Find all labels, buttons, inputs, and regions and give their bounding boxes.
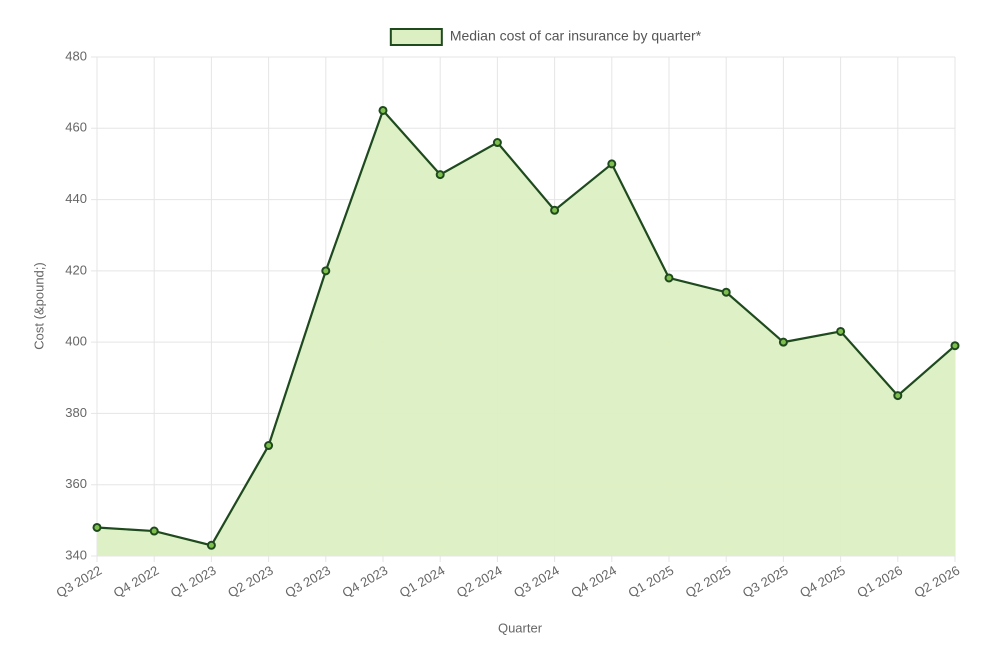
legend-swatch (389, 28, 443, 46)
x-tick-label: Q3 2024 (511, 563, 562, 601)
point (721, 287, 731, 297)
x-tick-label: Q2 2024 (454, 563, 505, 601)
x-tick-label: Q1 2025 (626, 563, 677, 601)
y-tick-label: 340 (65, 547, 87, 562)
x-tick-label: Q3 2023 (282, 563, 333, 601)
point (492, 138, 502, 148)
point (92, 522, 102, 532)
point (435, 170, 445, 180)
y-tick-label: 400 (65, 334, 87, 349)
legend: Median cost of car insurance by quarter* (389, 28, 702, 46)
y-axis-label: Cost (&pound;) (31, 262, 46, 349)
point (836, 326, 846, 336)
point (149, 526, 159, 536)
y-tick-label: 420 (65, 262, 87, 277)
legend-label: Median cost of car insurance by quarter* (450, 28, 702, 44)
x-tick-label: Q3 2022 (54, 563, 105, 601)
point (264, 441, 274, 451)
point (607, 159, 617, 169)
point (321, 266, 331, 276)
area (97, 110, 955, 556)
point (206, 540, 216, 550)
x-tick-label: Q4 2022 (111, 563, 162, 601)
point (778, 337, 788, 347)
point (550, 205, 560, 215)
x-tick-label: Q1 2023 (168, 563, 219, 601)
x-tick-label: Q4 2023 (340, 563, 391, 601)
point (950, 341, 960, 351)
point (378, 105, 388, 115)
point (893, 391, 903, 401)
y-tick-label: 380 (65, 405, 87, 420)
x-tick-label: Q4 2025 (797, 563, 848, 601)
x-axis-label: Quarter (498, 620, 543, 635)
line (96, 108, 956, 547)
y-tick-label: 480 (65, 48, 87, 63)
x-tick-label: Q2 2023 (225, 563, 276, 601)
x-tick-label: Q2 2026 (912, 563, 963, 601)
y-tick-label: 460 (65, 120, 87, 135)
y-tick-label: 360 (65, 476, 87, 491)
y-tick-label: 440 (65, 191, 87, 206)
x-tick-label: Q3 2025 (740, 563, 791, 601)
x-tick-label: Q4 2024 (568, 563, 619, 601)
x-tick-label: Q1 2024 (397, 563, 448, 601)
x-tick-label: Q1 2026 (854, 563, 905, 601)
point (664, 273, 674, 283)
x-tick-label: Q2 2025 (683, 563, 734, 601)
